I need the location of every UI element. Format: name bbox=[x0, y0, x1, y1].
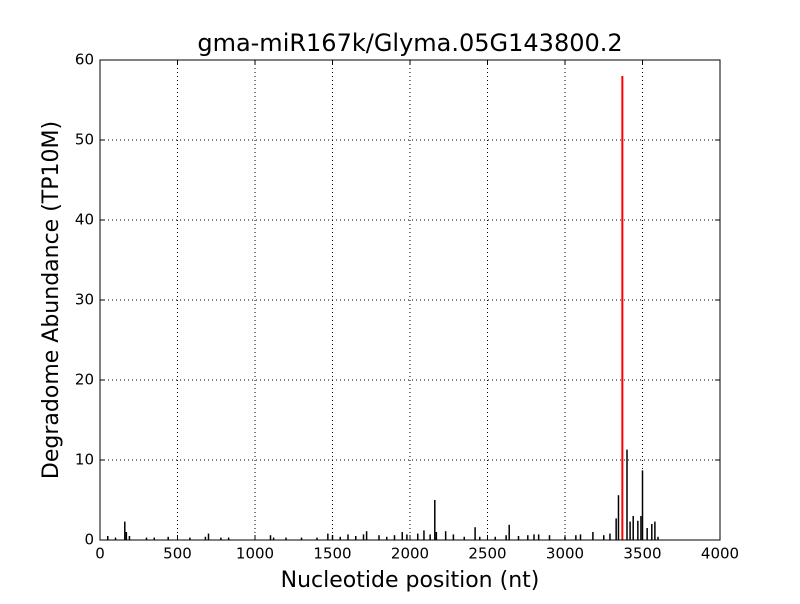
y-tick-label: 50 bbox=[75, 131, 94, 149]
y-tick-label: 60 bbox=[75, 51, 94, 69]
x-tick-label: 4000 bbox=[701, 545, 739, 563]
x-tick-label: 2000 bbox=[391, 545, 429, 563]
x-tick-label: 1500 bbox=[313, 545, 351, 563]
x-tick-label: 3000 bbox=[546, 545, 584, 563]
y-axis-label: Degradome Abundance (TP10M) bbox=[39, 121, 64, 479]
x-tick-label: 1000 bbox=[236, 545, 274, 563]
x-tick-label: 500 bbox=[163, 545, 192, 563]
y-tick-label: 0 bbox=[84, 531, 94, 549]
x-axis-label: Nucleotide position (nt) bbox=[281, 568, 540, 593]
y-tick-label: 40 bbox=[75, 211, 94, 229]
plot-frame bbox=[99, 59, 721, 541]
chart-title: gma-miR167k/Glyma.05G143800.2 bbox=[197, 29, 622, 57]
x-tick-label: 0 bbox=[95, 545, 105, 563]
y-tick-label: 30 bbox=[75, 291, 94, 309]
y-tick-label: 10 bbox=[75, 451, 94, 469]
x-tick-label: 2500 bbox=[468, 545, 506, 563]
y-tick-label: 20 bbox=[75, 371, 94, 389]
x-tick-label: 3500 bbox=[623, 545, 661, 563]
